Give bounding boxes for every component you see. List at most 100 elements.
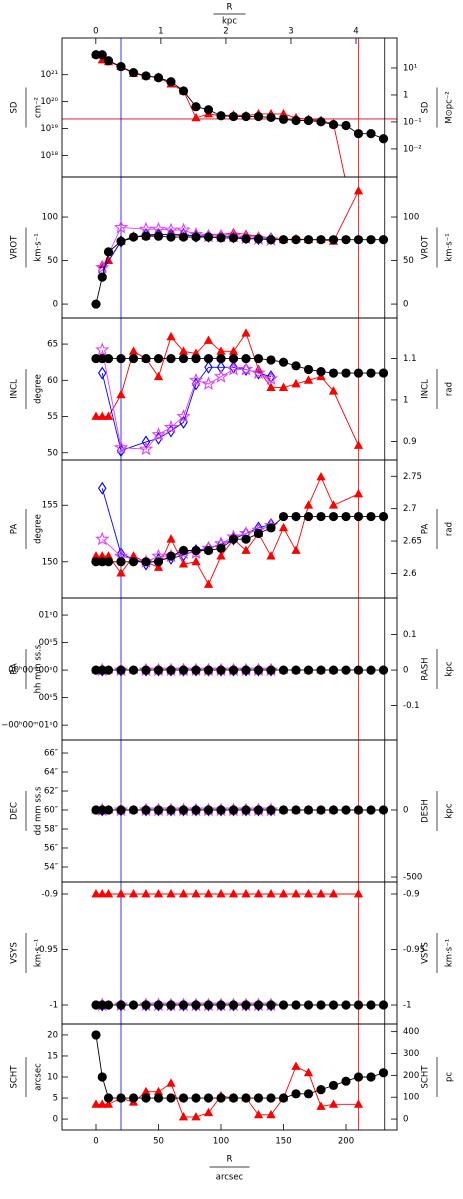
y2-tick-label: 10⁻¹: [403, 117, 422, 127]
point: [278, 805, 289, 815]
point: [216, 543, 226, 553]
point: [191, 353, 201, 364]
y2-tick-label: 200: [403, 1071, 419, 1081]
point: [178, 1000, 189, 1010]
point: [128, 232, 139, 242]
point: [316, 1085, 326, 1095]
y-tick-label: 60: [47, 376, 58, 386]
y-tick-label: 155: [42, 501, 58, 511]
point: [316, 471, 326, 481]
y-tick-label: 58″: [44, 824, 58, 834]
point: [153, 888, 164, 898]
point: [216, 233, 226, 243]
point: [97, 411, 107, 420]
point: [163, 419, 179, 434]
y-tick-label: 00ˢ5: [39, 638, 58, 648]
point: [113, 219, 129, 234]
point: [229, 360, 238, 374]
point: [216, 1000, 226, 1010]
x-axis-label: R: [227, 1155, 233, 1165]
point: [328, 386, 339, 395]
y-tick-label: 01ˢ0: [39, 611, 58, 621]
point: [253, 353, 264, 364]
point: [141, 435, 151, 449]
y-axis-label: SD: [10, 101, 20, 113]
point: [228, 233, 239, 243]
y-axis-label: VSYS: [10, 942, 20, 964]
y2-tick-label: 2.75: [403, 472, 422, 482]
point: [378, 1000, 389, 1010]
panel: 54″ 56″ 58″ 60″ 62″ 64″ 66″ -500 0 DEC dd mm ss.s D…: [10, 739, 455, 883]
y2-tick-label: 400: [403, 1027, 419, 1037]
point: [228, 1000, 239, 1010]
point: [316, 888, 326, 898]
point: [291, 805, 301, 815]
y-tick-label: 10²¹: [40, 70, 58, 80]
point: [291, 378, 301, 388]
y2-tick-label: -0.95: [403, 945, 425, 955]
point: [291, 511, 301, 522]
y-tick-label: 10¹⁸: [40, 151, 58, 161]
point: [353, 888, 364, 898]
y-axis-unit: degree: [34, 514, 44, 544]
series-line: [96, 332, 359, 446]
point: [97, 551, 107, 560]
point: [95, 531, 110, 546]
point: [266, 112, 276, 123]
point: [353, 1072, 364, 1082]
point: [203, 1107, 214, 1117]
point: [116, 568, 126, 577]
point: [191, 232, 201, 242]
point: [278, 357, 289, 367]
point: [316, 235, 326, 245]
y-tick-label: 50: [47, 448, 58, 458]
point: [178, 1111, 189, 1121]
point: [366, 235, 376, 245]
point: [191, 1111, 201, 1121]
point: [251, 365, 266, 380]
plot-area: [91, 740, 389, 882]
y2-tick-label: 2.65: [403, 537, 422, 547]
y2-axis-label: SCHT: [421, 1065, 431, 1089]
point: [278, 114, 289, 124]
point: [291, 1089, 301, 1099]
point: [366, 665, 376, 675]
point: [228, 1093, 239, 1103]
point: [366, 1072, 376, 1082]
point: [153, 665, 164, 675]
point: [266, 1000, 276, 1010]
point: [291, 665, 301, 675]
point: [341, 368, 351, 378]
point: [291, 545, 301, 554]
y-tick-label: 00ˢ5: [39, 693, 58, 703]
point: [353, 1000, 364, 1010]
point: [116, 61, 126, 72]
point: [103, 805, 114, 815]
point: [95, 342, 110, 356]
x2-tick-label: 3: [288, 27, 293, 37]
point: [341, 511, 351, 522]
y-tick-label: 55: [47, 412, 58, 422]
point: [316, 1101, 326, 1110]
point: [141, 1086, 151, 1096]
point: [328, 1099, 339, 1108]
point: [291, 1061, 301, 1070]
point: [103, 1000, 114, 1010]
point: [128, 805, 139, 815]
plot-area: [91, 1024, 389, 1130]
point: [191, 665, 201, 675]
point: [203, 353, 214, 364]
point: [201, 376, 216, 390]
point: [253, 528, 264, 539]
y2-axis-unit: rad: [445, 382, 455, 396]
plot-area: [91, 598, 389, 740]
y-tick-label: -0.9: [41, 889, 58, 899]
point: [176, 409, 191, 423]
point: [97, 481, 107, 495]
point: [103, 888, 114, 898]
y-axis-unit: km·s⁻¹: [34, 939, 44, 967]
point: [103, 247, 114, 257]
point: [303, 375, 314, 384]
panel: 150 155 2.6 2.65 2.7 2.75 PA degree PA rad: [10, 459, 455, 599]
point: [91, 551, 101, 560]
